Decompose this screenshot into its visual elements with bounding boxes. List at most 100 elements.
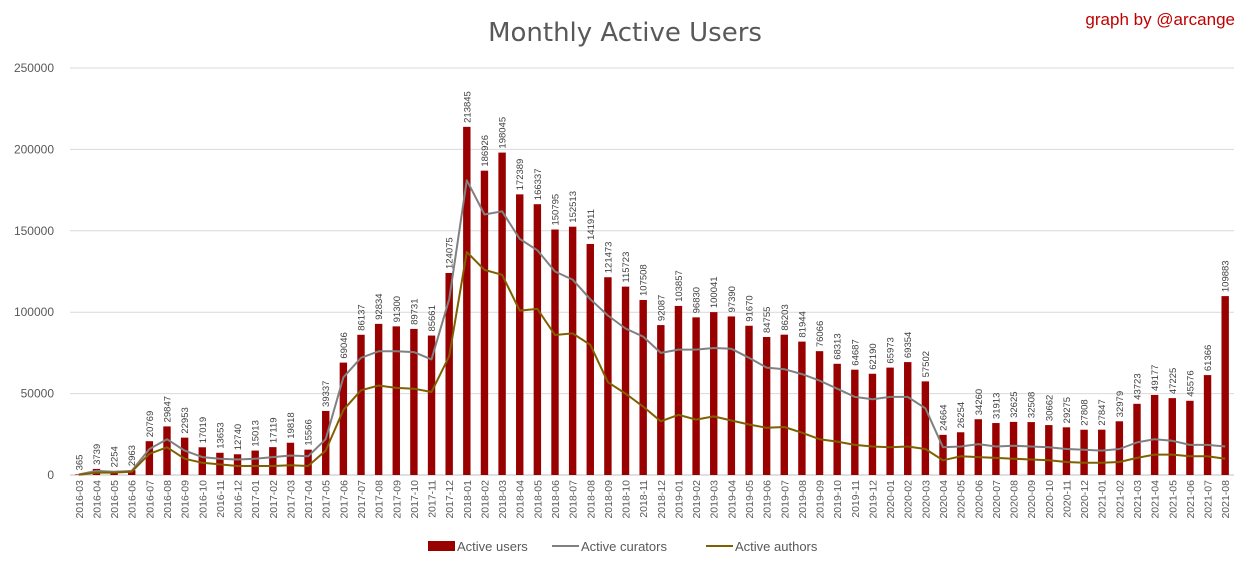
data-label: 2963 [127,445,138,466]
bar [851,369,859,475]
bar [956,432,965,475]
x-tick-label: 2017-07 [356,480,368,519]
x-tick-label: 2016-12 [233,480,245,519]
data-label: 47225 [1168,368,1179,394]
bar [269,447,277,475]
bar [392,326,400,475]
bar [745,325,753,475]
x-tick-label: 2019-02 [691,480,703,519]
data-label: 141911 [586,209,597,240]
x-tick-label: 2020-06 [973,480,985,519]
bar [833,363,841,475]
x-tick-label: 2020-12 [1079,480,1091,519]
data-label: 26254 [956,402,967,428]
x-tick-label: 2019-01 [673,480,685,519]
bar [657,325,665,475]
bar [463,126,471,475]
x-tick-label: 2018-04 [515,480,527,519]
data-label: 166337 [533,169,544,201]
x-tick-label: 2016-03 [74,480,86,519]
bar [1221,296,1229,475]
y-tick-label: 250000 [14,61,54,75]
bar [410,328,418,475]
x-tick-label: 2016-07 [144,480,156,519]
x-tick-label: 2020-03 [920,480,932,519]
x-tick-label: 2017-06 [338,480,350,519]
data-label: 81944 [797,311,808,337]
bar [586,243,594,475]
bar [692,317,700,475]
x-tick-label: 2018-10 [621,480,633,519]
bar [339,362,348,475]
data-label: 29847 [163,396,174,422]
data-labels: 365 3739 2254 2963 20769 29847 22953 17019 13653… [74,91,1231,470]
bar [1150,394,1159,475]
data-label: 45576 [1185,370,1196,396]
bar [1062,427,1071,475]
x-tick-label: 2019-09 [815,480,827,519]
data-label: 89731 [409,298,420,324]
x-tick-label: 2021-06 [1185,480,1197,519]
data-label: 64687 [850,339,861,365]
data-label: 186926 [480,135,491,167]
bar [180,437,189,475]
bar [1203,375,1212,475]
x-tick-label: 2017-12 [444,480,456,519]
bar-series [75,126,1229,475]
bar [639,299,647,475]
data-label: 61366 [1203,345,1214,371]
x-axis-ticks: 2016-03 2016-04 2016-05 2016-06 2016-07 2016-… [74,480,1232,519]
bar [374,323,383,475]
data-label: 96830 [692,287,703,313]
series-line [78,179,1226,476]
y-tick-label: 100000 [14,305,54,319]
legend-label: Active users [457,539,528,554]
x-tick-label: 2018-01 [462,480,474,519]
x-tick-label: 2021-04 [1150,480,1162,519]
legend-label: Active curators [581,539,667,554]
series-line [78,251,1226,476]
x-tick-label: 2019-07 [779,480,791,519]
bar [427,335,436,475]
x-tick-label: 2021-05 [1167,480,1179,519]
data-label: 27808 [1080,399,1091,425]
legend-swatch [428,541,455,551]
y-tick-label: 150000 [14,224,54,238]
x-tick-label: 2018-09 [603,480,615,519]
bar [604,277,612,475]
data-label: 91300 [392,296,403,322]
y-tick-label: 200000 [14,142,54,156]
bar [921,381,930,475]
x-tick-label: 2021-07 [1203,480,1215,519]
data-label: 100041 [709,276,720,308]
x-tick-label: 2018-11 [638,480,650,518]
data-label: 15566 [304,419,315,445]
x-tick-label: 2018-12 [656,480,668,519]
data-label: 43723 [1133,373,1144,399]
data-label: 20769 [145,411,156,437]
data-label: 62190 [868,343,879,369]
data-label: 2254 [110,446,121,467]
grid [70,67,1234,476]
data-label: 32508 [1027,392,1038,418]
data-label: 84755 [762,307,773,333]
x-tick-label: 2018-07 [568,480,580,519]
x-tick-label: 2016-10 [197,480,209,519]
x-tick-label: 2020-08 [1009,480,1021,519]
data-label: 13653 [215,422,226,448]
data-label: 49177 [1150,365,1161,391]
bar [992,423,1000,475]
data-label: 85661 [427,305,438,331]
bar [674,305,683,475]
y-axis-ticks: 0 50000 100000 150000 200000 250000 [14,61,54,482]
bar [621,286,630,475]
data-label: 32979 [1115,391,1126,417]
data-label: 150795 [551,194,562,226]
data-label: 92087 [656,295,667,321]
bar [780,334,788,475]
x-tick-label: 2021-08 [1220,480,1232,519]
x-tick-label: 2016-06 [127,480,139,519]
x-tick-label: 2020-02 [903,480,915,519]
bar [163,426,171,475]
